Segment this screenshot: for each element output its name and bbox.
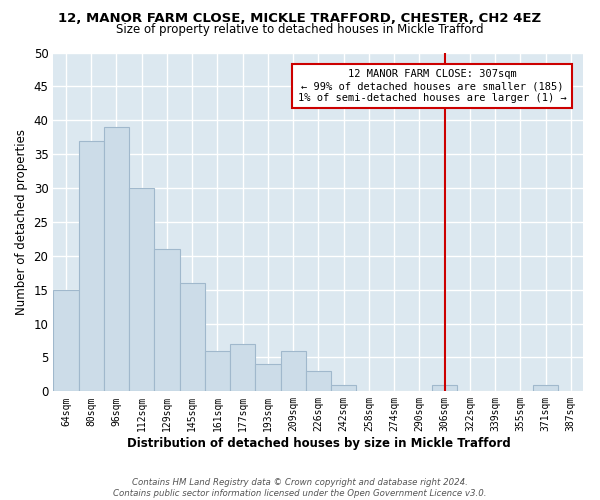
Bar xyxy=(432,384,457,392)
Y-axis label: Number of detached properties: Number of detached properties xyxy=(15,129,28,315)
Bar xyxy=(230,344,255,392)
Text: 12, MANOR FARM CLOSE, MICKLE TRAFFORD, CHESTER, CH2 4EZ: 12, MANOR FARM CLOSE, MICKLE TRAFFORD, C… xyxy=(58,12,542,26)
Text: Size of property relative to detached houses in Mickle Trafford: Size of property relative to detached ho… xyxy=(116,22,484,36)
Bar xyxy=(104,127,129,392)
Bar xyxy=(255,364,281,392)
Bar xyxy=(129,188,154,392)
Text: 12 MANOR FARM CLOSE: 307sqm
← 99% of detached houses are smaller (185)
1% of sem: 12 MANOR FARM CLOSE: 307sqm ← 99% of det… xyxy=(298,70,566,102)
Bar xyxy=(179,283,205,392)
Bar xyxy=(205,350,230,392)
Bar xyxy=(306,371,331,392)
Bar xyxy=(53,290,79,392)
Bar xyxy=(281,350,306,392)
Text: Contains HM Land Registry data © Crown copyright and database right 2024.
Contai: Contains HM Land Registry data © Crown c… xyxy=(113,478,487,498)
Bar xyxy=(533,384,558,392)
Bar xyxy=(331,384,356,392)
X-axis label: Distribution of detached houses by size in Mickle Trafford: Distribution of detached houses by size … xyxy=(127,437,510,450)
Bar xyxy=(79,140,104,392)
Bar xyxy=(154,249,179,392)
